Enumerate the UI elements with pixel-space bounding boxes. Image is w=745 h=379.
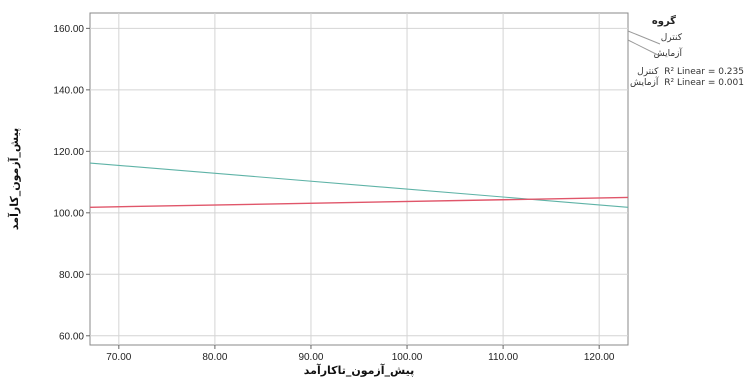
x-tick-label: 120.00 — [584, 352, 615, 363]
legend-title: گروه — [652, 14, 676, 27]
legend-swatch-experiment — [627, 39, 661, 57]
fit-control-group: کنترل — [637, 67, 659, 77]
x-tick-label: 100.00 — [392, 352, 423, 363]
x-axis-label: پیش_آزمون_تاکارآمد — [304, 363, 414, 377]
y-tick-label: 80.00 — [59, 270, 84, 281]
grid-lines — [90, 13, 628, 345]
y-tick-label: 160.00 — [53, 24, 84, 35]
x-tick-labels: 70.00 80.00 90.00 100.00 110.00 120.00 — [106, 345, 615, 363]
x-tick-label: 70.00 — [106, 352, 131, 363]
y-axis-label: پیش_آزمون_کارآمد — [7, 128, 21, 230]
legend: گروه کنترل آزمایش کنترل R² Linear = 0.23… — [627, 14, 744, 88]
y-tick-label: 120.00 — [53, 147, 84, 158]
legend-fit-control: کنترل R² Linear = 0.235 — [637, 67, 744, 77]
x-tick-label: 80.00 — [202, 352, 227, 363]
legend-swatch-control — [627, 30, 661, 45]
fit-experiment-stat: R² Linear = 0.001 — [664, 78, 744, 88]
legend-fit-experiment: آزمایش R² Linear = 0.001 — [630, 76, 744, 88]
fit-experiment-group: آزمایش — [630, 76, 659, 88]
y-tick-label: 140.00 — [53, 85, 84, 96]
plot-area — [89, 12, 629, 346]
y-tick-label: 60.00 — [59, 331, 84, 342]
legend-label-control: کنترل — [661, 33, 683, 43]
legend-label-experiment: آزمایش — [654, 47, 683, 59]
y-tick-label: 100.00 — [53, 208, 84, 219]
series-lines — [89, 162, 629, 208]
series-line-control — [89, 162, 629, 208]
x-tick-label: 110.00 — [488, 352, 518, 363]
fit-control-stat: R² Linear = 0.235 — [664, 67, 744, 77]
y-tick-labels: 60.00 80.00 100.00 120.00 140.00 160.00 — [53, 24, 90, 342]
x-tick-label: 90.00 — [298, 352, 323, 363]
series-line-experiment — [89, 196, 629, 208]
